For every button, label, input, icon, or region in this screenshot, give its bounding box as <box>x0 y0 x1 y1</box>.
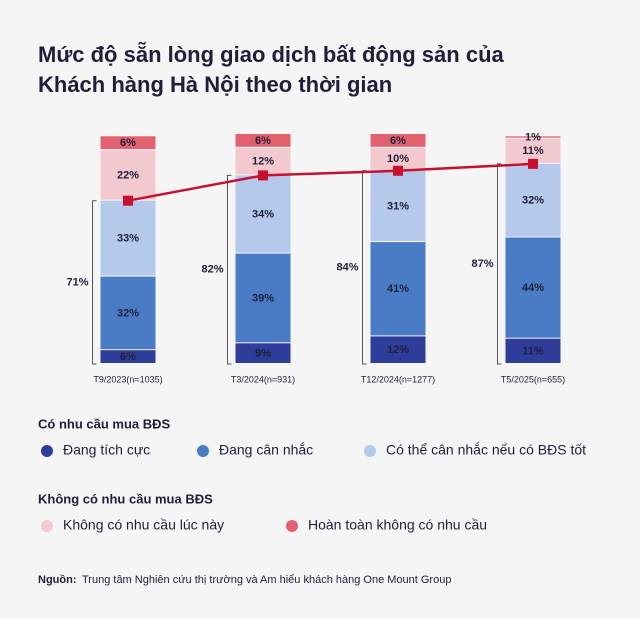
bar-segment <box>235 175 291 253</box>
source: Trung tâm Nghiên cứu thị trường và Am hi… <box>82 574 451 586</box>
total-marker <box>393 165 403 176</box>
bar-segment <box>100 136 156 150</box>
total-bracket <box>497 163 502 365</box>
value-label: 1% <box>525 131 541 143</box>
value-label: 12% <box>252 156 274 168</box>
legend-swatch <box>286 520 298 532</box>
value-label: 31% <box>387 200 409 212</box>
legend-label: Đang tích cực <box>63 442 150 458</box>
bar-segment <box>370 134 426 147</box>
value-label: 22% <box>117 169 139 181</box>
bar-segment <box>370 147 426 170</box>
bar-segment <box>100 350 156 363</box>
total-line <box>127 162 534 202</box>
bar-segment <box>505 138 561 163</box>
value-label: 34% <box>252 208 274 220</box>
legend-swatch <box>364 445 376 457</box>
value-label: 11% <box>522 145 544 157</box>
bar-segment <box>505 338 561 363</box>
bar-segment <box>100 276 156 350</box>
bar-segment <box>235 253 291 343</box>
value-label: 6% <box>255 135 271 147</box>
legend-label: Hoàn toàn không có nhu cầu <box>308 517 487 533</box>
total-marker <box>528 158 538 169</box>
total-bracket <box>362 170 367 365</box>
bar-segment <box>235 147 291 175</box>
total-label: 84% <box>336 261 358 273</box>
bar-segment <box>100 200 156 276</box>
legend-group-title: Có nhu cầu mua BĐS <box>38 416 171 431</box>
value-label: 6% <box>390 135 406 147</box>
x-tick-label: T5/2025(n=655) <box>501 374 565 384</box>
value-label: 39% <box>252 292 274 304</box>
legend-group-title: Không có nhu cầu mua BĐS <box>38 491 213 506</box>
total-marker <box>123 195 133 206</box>
legend-label: Không có nhu cầu lúc này <box>63 517 224 533</box>
value-label: 6% <box>120 137 136 149</box>
bar-segment <box>370 242 426 336</box>
bar-segment <box>235 343 291 363</box>
legend-label: Đang cân nhắc <box>219 442 313 458</box>
bar-segment <box>505 163 561 237</box>
x-tick-label: T3/2024(n=931) <box>231 374 295 384</box>
bar-segment <box>370 170 426 242</box>
value-label: 12% <box>387 344 409 356</box>
total-label: 82% <box>201 264 223 276</box>
value-label: 9% <box>255 348 271 360</box>
value-label: 11% <box>522 345 544 357</box>
value-label: 32% <box>117 307 139 319</box>
bar-segment <box>100 150 156 200</box>
legend-swatch <box>197 445 209 457</box>
bar-segment <box>235 134 291 147</box>
total-label: 87% <box>471 258 493 270</box>
total-bracket <box>92 200 97 365</box>
value-label: 32% <box>522 195 544 207</box>
total-label: 71% <box>66 276 88 288</box>
value-label: 41% <box>387 283 409 295</box>
value-label: 6% <box>120 351 136 363</box>
chart-title: Mức độ sẵn lòng giao dịch bất động sản c… <box>38 42 505 67</box>
legend-label: Có thể cân nhắc nếu có BĐS tốt <box>386 442 586 458</box>
bar-segment <box>505 237 561 338</box>
total-bracket <box>227 174 232 365</box>
value-label: 10% <box>387 153 409 165</box>
value-label: 33% <box>117 233 139 245</box>
value-label: 44% <box>522 282 544 294</box>
bar-segment <box>505 136 561 138</box>
x-tick-label: T12/2024(n=1277) <box>361 374 435 384</box>
bar-segment <box>370 336 426 363</box>
legend-swatch <box>41 520 53 532</box>
x-tick-label: T9/2023(n=1035) <box>93 374 162 384</box>
total-marker <box>258 170 268 181</box>
source-label: Nguồn: <box>38 574 76 586</box>
legend-swatch <box>41 445 53 457</box>
chart-title: Khách hàng Hà Nội theo thời gian <box>38 72 392 97</box>
